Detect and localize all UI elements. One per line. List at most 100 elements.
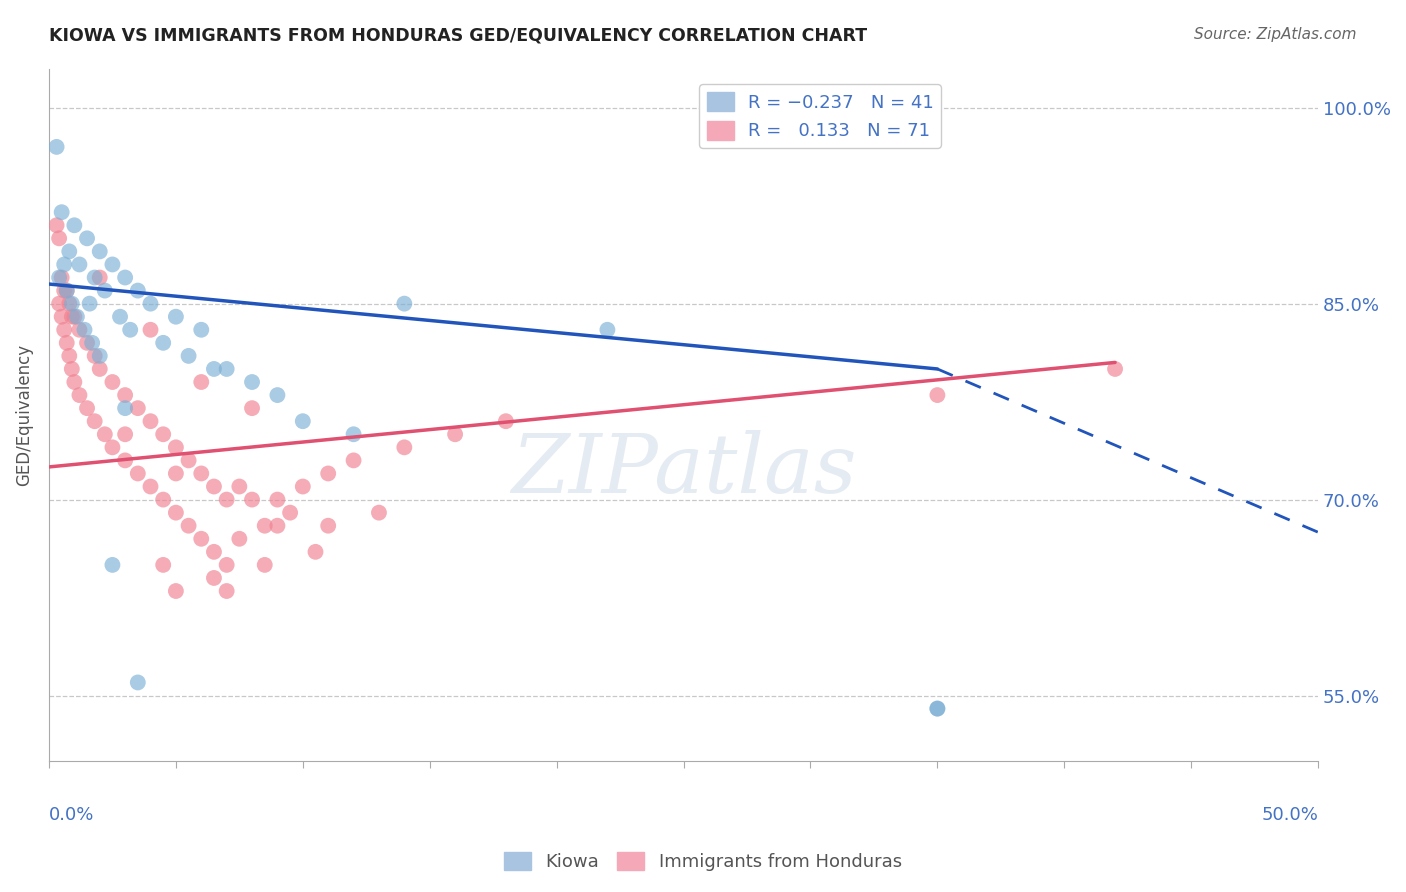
Point	[101, 375, 124, 389]
Point	[291, 414, 314, 428]
Point	[83, 349, 105, 363]
Point	[53, 323, 76, 337]
Point	[114, 388, 136, 402]
Point	[127, 284, 149, 298]
Point	[165, 440, 187, 454]
Point	[53, 284, 76, 298]
Point	[76, 401, 98, 416]
Point	[278, 506, 301, 520]
Point	[240, 492, 263, 507]
Point	[177, 349, 200, 363]
Point	[202, 479, 225, 493]
Point	[94, 427, 117, 442]
Point	[266, 388, 288, 402]
Point	[253, 518, 276, 533]
Point	[83, 270, 105, 285]
Point	[45, 140, 67, 154]
Text: ZIPatlas: ZIPatlas	[510, 430, 856, 510]
Point	[51, 205, 73, 219]
Point	[152, 492, 174, 507]
Point	[48, 270, 70, 285]
Point	[927, 701, 949, 715]
Point	[228, 532, 250, 546]
Point	[83, 414, 105, 428]
Point	[55, 284, 77, 298]
Point	[114, 401, 136, 416]
Point	[82, 335, 104, 350]
Text: Source: ZipAtlas.com: Source: ZipAtlas.com	[1194, 27, 1357, 42]
Point	[108, 310, 131, 324]
Point	[342, 427, 364, 442]
Point	[368, 506, 391, 520]
Point	[165, 506, 187, 520]
Point	[76, 231, 98, 245]
Point	[190, 375, 212, 389]
Point	[927, 388, 949, 402]
Point	[94, 284, 117, 298]
Point	[48, 231, 70, 245]
Point	[63, 219, 86, 233]
Point	[114, 270, 136, 285]
Point	[304, 545, 326, 559]
Point	[394, 296, 416, 310]
Point	[60, 296, 83, 310]
Point	[228, 479, 250, 493]
Text: 50.0%: 50.0%	[1261, 805, 1319, 824]
Point	[202, 545, 225, 559]
Point	[190, 532, 212, 546]
Point	[165, 310, 187, 324]
Point	[79, 296, 101, 310]
Point	[291, 479, 314, 493]
Point	[495, 414, 517, 428]
Point	[139, 479, 162, 493]
Point	[58, 349, 80, 363]
Point	[89, 244, 111, 259]
Point	[60, 310, 83, 324]
Point	[1104, 362, 1126, 376]
Point	[51, 310, 73, 324]
Point	[101, 257, 124, 271]
Point	[152, 335, 174, 350]
Point	[120, 323, 142, 337]
Point	[165, 584, 187, 599]
Point	[58, 244, 80, 259]
Point	[190, 467, 212, 481]
Point	[215, 362, 238, 376]
Point	[67, 388, 90, 402]
Point	[114, 427, 136, 442]
Point	[101, 558, 124, 572]
Point	[215, 584, 238, 599]
Point	[202, 571, 225, 585]
Point	[66, 310, 89, 324]
Point	[60, 362, 83, 376]
Point	[253, 558, 276, 572]
Point	[63, 310, 86, 324]
Point	[202, 362, 225, 376]
Point	[165, 467, 187, 481]
Point	[139, 296, 162, 310]
Point	[215, 492, 238, 507]
Point	[55, 335, 77, 350]
Text: 0.0%: 0.0%	[49, 805, 94, 824]
Point	[316, 518, 339, 533]
Point	[55, 284, 77, 298]
Point	[444, 427, 467, 442]
Point	[596, 323, 619, 337]
Point	[53, 257, 76, 271]
Point	[101, 440, 124, 454]
Point	[67, 257, 90, 271]
Point	[177, 453, 200, 467]
Point	[58, 296, 80, 310]
Point	[51, 270, 73, 285]
Point	[152, 427, 174, 442]
Point	[152, 558, 174, 572]
Point	[139, 323, 162, 337]
Point	[394, 440, 416, 454]
Point	[114, 453, 136, 467]
Legend: R = −0.237   N = 41, R =   0.133   N = 71: R = −0.237 N = 41, R = 0.133 N = 71	[699, 85, 941, 148]
Point	[63, 375, 86, 389]
Point	[127, 401, 149, 416]
Point	[127, 467, 149, 481]
Point	[139, 414, 162, 428]
Point	[127, 675, 149, 690]
